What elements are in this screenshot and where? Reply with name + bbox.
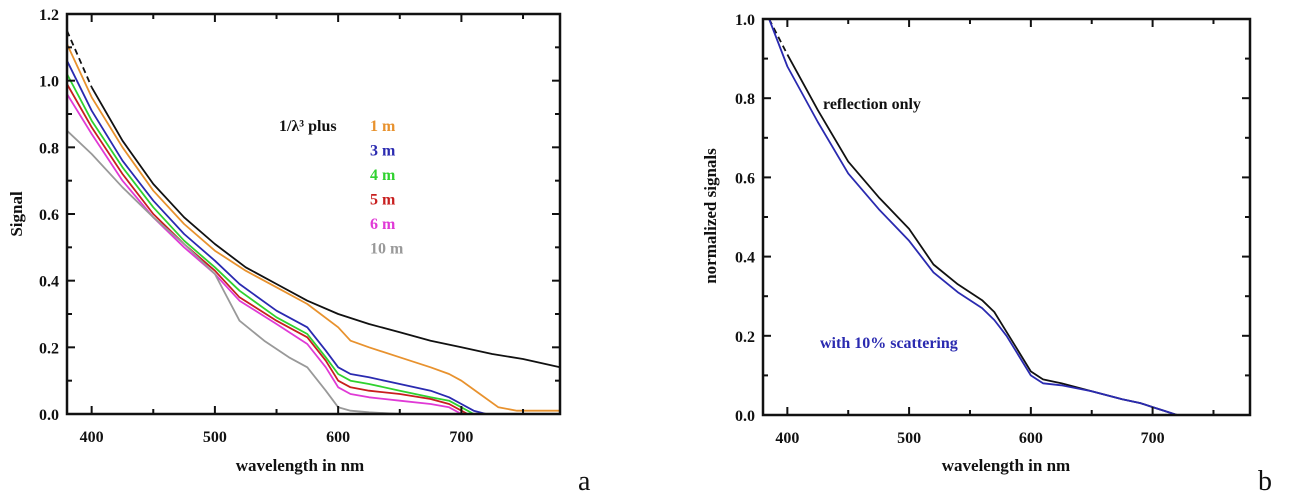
panel-a-chart: 400 500 600 700 0.0 0.2 0.4 0.6 0.8 1.0 1.2 wavele… <box>7 7 591 495</box>
x-tick-label: 700 <box>1141 430 1165 447</box>
y-tick-label: 0.4 <box>735 250 755 267</box>
series-1--dashed-segment <box>66 30 93 88</box>
legend-entry-5m: 5 m <box>370 192 396 209</box>
panel-b-letter: b <box>1258 466 1272 495</box>
y-tick-label: 1.0 <box>39 74 59 91</box>
series-line-3-m <box>66 60 487 415</box>
series-line-1- <box>90 86 561 369</box>
annotation-with-scattering: with 10% scattering <box>820 335 958 352</box>
y-tick-label: 0.2 <box>39 340 59 357</box>
y-tick-label: 0.4 <box>39 274 59 291</box>
legend-entry-1m: 1 m <box>370 118 396 135</box>
legend-entry-10m: 10 m <box>370 241 404 258</box>
series-line-with-10-scattering <box>768 18 1178 416</box>
panel-b-chart: 400 500 600 700 0.0 0.2 0.4 0.6 0.8 1.0 wavelengt… <box>701 12 1272 495</box>
panel-b-x-axis-title: wavelength in nm <box>942 456 1070 475</box>
panel-b-series <box>768 18 1178 416</box>
panel-a-legend: 1/λ³ plus 1 m 3 m 4 m 5 m 6 m 10 m <box>279 118 404 258</box>
y-tick-label: 1.2 <box>39 7 59 24</box>
series-line-4-m <box>66 73 475 415</box>
x-tick-label: 600 <box>326 429 350 446</box>
y-tick-label: 0.0 <box>735 408 755 425</box>
series-reflection-only-dashed-segment <box>768 18 789 56</box>
annotation-reflection-only: reflection only <box>823 96 921 113</box>
panel-a-letter: a <box>578 466 591 495</box>
x-tick-label: 400 <box>80 429 104 446</box>
legend-entry-6m: 6 m <box>370 216 396 233</box>
panel-a-x-axis-title: wavelength in nm <box>236 456 364 475</box>
legend-entry-4m: 4 m <box>370 167 396 184</box>
y-tick-label: 0.0 <box>39 407 59 424</box>
x-tick-label: 400 <box>775 430 799 447</box>
x-tick-label: 600 <box>1019 430 1043 447</box>
panel-a-ticks: 400 500 600 700 0.0 0.2 0.4 0.6 0.8 1.0 1.2 <box>39 7 560 446</box>
series-line-1-m <box>66 43 560 412</box>
legend-entry-3m: 3 m <box>370 143 396 160</box>
panel-a-y-axis-title: Signal <box>7 191 26 237</box>
y-tick-label: 1.0 <box>735 12 755 29</box>
series-line-5-m <box>66 83 469 415</box>
series-line-6-m <box>66 93 462 415</box>
y-tick-label: 0.2 <box>735 329 755 346</box>
panel-b-y-axis-title: normalized signals <box>701 148 720 284</box>
y-tick-label: 0.8 <box>39 140 59 157</box>
panel-b-ticks: 400 500 600 700 0.0 0.2 0.4 0.6 0.8 1.0 <box>735 12 1250 447</box>
x-tick-label: 500 <box>897 430 921 447</box>
legend-prefix: 1/λ³ plus <box>279 118 337 135</box>
panel-a-plot-frame <box>65 12 562 416</box>
x-tick-label: 700 <box>449 429 473 446</box>
x-tick-label: 500 <box>203 429 227 446</box>
y-tick-label: 0.8 <box>735 91 755 108</box>
y-tick-label: 0.6 <box>39 207 59 224</box>
y-tick-label: 0.6 <box>735 170 755 187</box>
panel-b-plot-frame <box>761 17 1252 417</box>
panel-a-series <box>66 30 561 415</box>
